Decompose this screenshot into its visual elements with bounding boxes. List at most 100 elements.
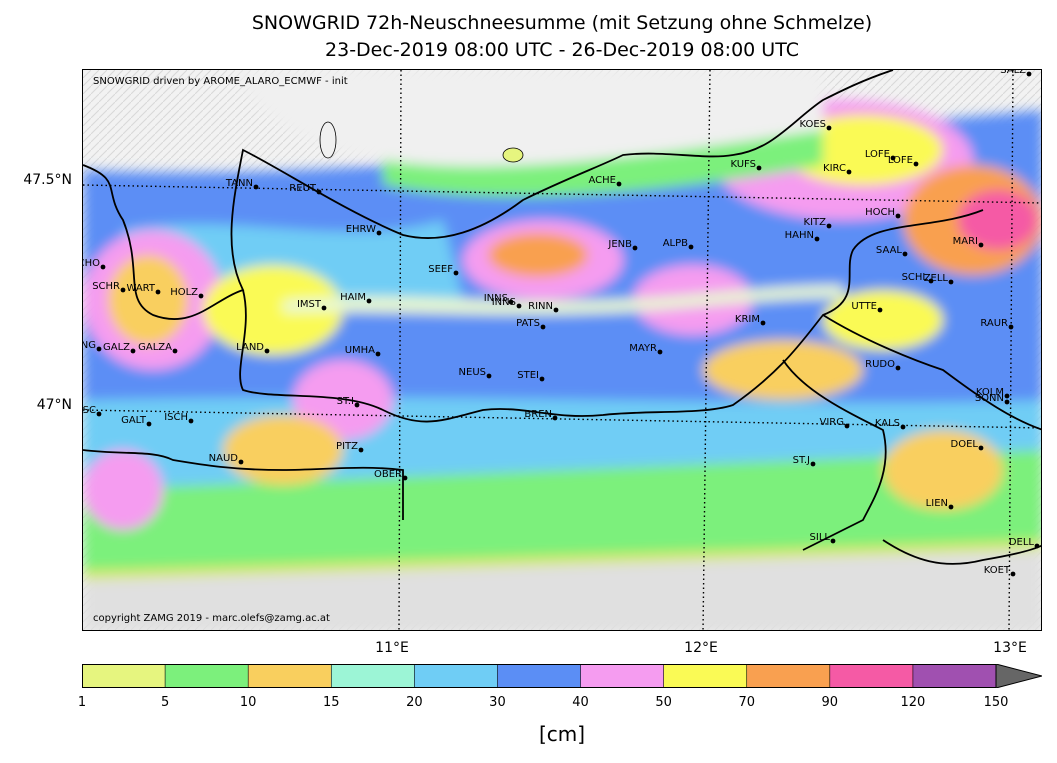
station-point[interactable] (553, 307, 559, 313)
station-point[interactable] (96, 411, 102, 417)
station-point[interactable] (198, 293, 204, 299)
colorbar-tick-label: 90 (821, 695, 839, 710)
station-point[interactable] (1026, 71, 1032, 77)
graticule (83, 70, 1041, 630)
station-point[interactable] (1010, 571, 1016, 577)
station-point[interactable] (978, 445, 984, 451)
station-label: KIRC (823, 163, 846, 174)
station-point[interactable] (188, 418, 194, 424)
station-point[interactable] (540, 324, 546, 330)
snowfall-field (83, 70, 1041, 630)
station-point[interactable] (120, 287, 126, 293)
station-point[interactable] (552, 415, 558, 421)
colorbar-segment (248, 664, 332, 688)
station-point[interactable] (902, 251, 908, 257)
station-label: SILL (810, 532, 831, 543)
station-point[interactable] (900, 424, 906, 430)
station-point[interactable] (978, 242, 984, 248)
station-label: IMST (297, 299, 322, 310)
station-point[interactable] (402, 475, 408, 481)
station-label: STEI (517, 370, 539, 381)
station-point[interactable] (516, 303, 522, 309)
station-point[interactable] (814, 236, 820, 242)
station-point[interactable] (238, 459, 244, 465)
station-point[interactable] (1008, 324, 1014, 330)
station-point[interactable] (756, 165, 762, 171)
station-label: MAYR (629, 343, 657, 354)
station-point[interactable] (844, 423, 850, 429)
colorbar-segment (331, 664, 415, 688)
colorbar-segment (82, 664, 166, 688)
station-point[interactable] (928, 278, 934, 284)
station-point[interactable] (877, 307, 883, 313)
station-label: PITZ (336, 441, 358, 452)
station-point[interactable] (316, 189, 322, 195)
station-point[interactable] (146, 421, 152, 427)
station-point[interactable] (486, 373, 492, 379)
station-label: ZELL (924, 273, 949, 284)
station-point[interactable] (172, 348, 178, 354)
station-point[interactable] (453, 270, 459, 276)
station-point[interactable] (895, 365, 901, 371)
station-point[interactable] (96, 346, 102, 352)
station-label: EHRW (346, 224, 376, 235)
station-label: ALPB (663, 238, 688, 249)
station-point[interactable] (616, 181, 622, 187)
station-point[interactable] (1034, 543, 1040, 549)
station-point[interactable] (632, 245, 638, 251)
station-label: HOCH (865, 207, 895, 218)
station-label: REUT (289, 183, 317, 194)
station-label: PATS (516, 318, 540, 329)
station-point[interactable] (376, 230, 382, 236)
station-point[interactable] (100, 264, 106, 270)
station-label: NEUS (459, 367, 486, 378)
station-point[interactable] (826, 125, 832, 131)
station-label: SAAL (876, 245, 902, 256)
station-point[interactable] (948, 279, 954, 285)
station-point[interactable] (895, 213, 901, 219)
colorbar-tick-label: 50 (655, 695, 672, 710)
station-point[interactable] (948, 504, 954, 510)
station-point[interactable] (830, 538, 836, 544)
station-point[interactable] (688, 244, 694, 250)
chart-subtitle-time-range: 23-Dec-2019 08:00 UTC - 26-Dec-2019 08:0… (325, 39, 799, 61)
station-label: DELL (1009, 537, 1035, 548)
station-point[interactable] (366, 298, 372, 304)
station-label: HAIM (340, 292, 366, 303)
station-point[interactable] (1004, 393, 1010, 399)
station-point[interactable] (264, 348, 270, 354)
station-point[interactable] (253, 184, 259, 190)
colorbar-tick-label: 150 (983, 695, 1009, 710)
colorbar-segment (165, 664, 249, 688)
station-point[interactable] (354, 402, 360, 408)
snow-map[interactable]: SALZ KOES KUFS KIRC LOFE LOFE TANN REUT ACHE HOCH… (82, 69, 1042, 631)
colorbar-segment (746, 664, 831, 688)
station-label: SEEF (428, 264, 453, 275)
station-label: UMHA (345, 345, 375, 356)
station-point[interactable] (846, 169, 852, 175)
station-label: KITZ (804, 217, 827, 228)
station-label: LIEN (926, 498, 948, 509)
station-point[interactable] (913, 161, 919, 167)
station-point[interactable] (539, 376, 545, 382)
colorbar-segment (912, 664, 997, 688)
station-point[interactable] (890, 155, 896, 161)
station-point[interactable] (321, 305, 327, 311)
station-point[interactable] (375, 351, 381, 357)
station-label: UTTE (851, 301, 877, 312)
station-point[interactable] (826, 223, 832, 229)
station-point[interactable] (130, 348, 136, 354)
station-point[interactable] (358, 447, 364, 453)
station-label: RINN (528, 301, 553, 312)
station-label: LOFE (865, 149, 890, 160)
station-point[interactable] (1004, 399, 1010, 405)
station-point[interactable] (508, 299, 514, 305)
colorbar-segment (663, 664, 748, 688)
station-point[interactable] (657, 349, 663, 355)
station-point[interactable] (155, 289, 161, 295)
colorbar-tick-label: 15 (322, 695, 340, 710)
station-point[interactable] (810, 461, 816, 467)
station-point[interactable] (760, 320, 766, 326)
station-label: LOFE (888, 155, 913, 166)
